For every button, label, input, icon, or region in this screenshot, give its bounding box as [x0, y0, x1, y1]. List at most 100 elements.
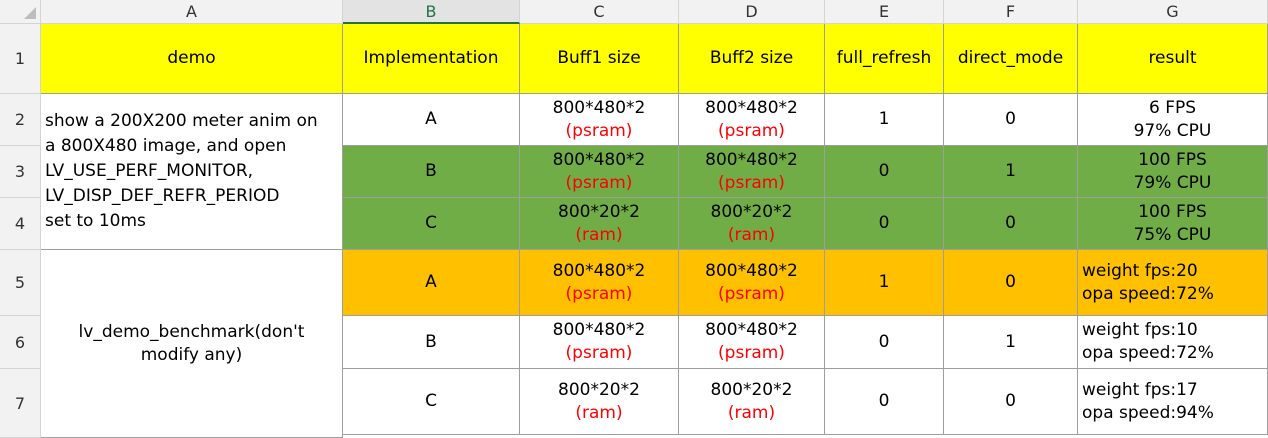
header-result: result: [1148, 48, 1197, 68]
result-line2: 75% CPU: [1133, 224, 1212, 245]
row-header-6[interactable]: 6: [0, 316, 41, 369]
description-line: lv_demo_benchmark(don't: [78, 321, 305, 342]
cell-f4[interactable]: 0: [944, 198, 1078, 250]
buff1-value: 800*480*2: [552, 97, 646, 118]
cell-d4[interactable]: 800*20*2 (ram): [679, 198, 825, 250]
result-line2: opa speed:72%: [1082, 343, 1214, 363]
cell-g2[interactable]: 6 FPS 97% CPU: [1078, 94, 1268, 146]
cell-b3[interactable]: B: [343, 146, 520, 198]
cell-g5[interactable]: weight fps:20 opa speed:72%: [1078, 250, 1268, 316]
cell-d2[interactable]: 800*480*2 (psram): [679, 94, 825, 146]
direct-mode-value: 1: [1005, 161, 1016, 181]
cell-f3[interactable]: 1: [944, 146, 1078, 198]
implementation-value: A: [425, 272, 437, 292]
row-header-2[interactable]: 2: [0, 94, 41, 146]
cell-c3[interactable]: 800*480*2 (psram): [520, 146, 679, 198]
cell-f6[interactable]: 1: [944, 316, 1078, 369]
cell-a2-merged[interactable]: show a 200X200 meter anim on a 800X480 i…: [41, 94, 343, 250]
buff2-value: 800*480*2: [705, 149, 798, 170]
header-demo: demo: [167, 48, 216, 68]
cell-c2[interactable]: 800*480*2 (psram): [520, 94, 679, 146]
cell-g1[interactable]: result: [1078, 24, 1268, 94]
cell-b4[interactable]: C: [343, 198, 520, 250]
select-all-corner[interactable]: [0, 0, 41, 24]
cell-e5[interactable]: 1: [825, 250, 944, 316]
column-header-d[interactable]: D: [679, 0, 825, 24]
full-refresh-value: 0: [878, 391, 890, 411]
row-header-7[interactable]: 7: [0, 369, 41, 438]
buff2-value: 800*480*2: [705, 320, 798, 340]
cell-d7[interactable]: 800*20*2 (ram): [679, 369, 825, 435]
buff2-value: 800*480*2: [705, 260, 798, 281]
buff1-memory: (ram): [575, 224, 623, 245]
cell-g7[interactable]: weight fps:17 opa speed:94%: [1078, 369, 1268, 435]
cell-e1[interactable]: full_refresh: [825, 24, 944, 94]
cell-b7[interactable]: C: [343, 369, 520, 435]
column-header-f[interactable]: F: [944, 0, 1078, 24]
column-header-g[interactable]: G: [1078, 0, 1268, 24]
cell-a1[interactable]: demo: [41, 24, 343, 94]
buff1-memory: (psram): [565, 283, 633, 304]
cell-c1[interactable]: Buff1 size: [520, 24, 679, 94]
buff2-memory: (psram): [718, 343, 785, 363]
description-line: LV_USE_PERF_MONITOR,: [45, 161, 254, 181]
result-line1: 6 FPS: [1148, 97, 1197, 118]
buff1-memory: (psram): [565, 172, 633, 193]
buff1-value: 800*480*2: [552, 149, 646, 170]
cell-c7[interactable]: 800*20*2 (ram): [520, 369, 679, 435]
description-line: LV_DISP_DEF_REFR_PERIOD: [45, 186, 280, 206]
cell-d6[interactable]: 800*480*2 (psram): [679, 316, 825, 369]
buff2-memory: (psram): [718, 172, 785, 193]
cell-f1[interactable]: direct_mode: [944, 24, 1078, 94]
cell-c6[interactable]: 800*480*2 (psram): [520, 316, 679, 369]
cell-f7[interactable]: 0: [944, 369, 1078, 435]
cell-e4[interactable]: 0: [825, 198, 944, 250]
row-header-4[interactable]: 4: [0, 198, 41, 250]
column-header-e[interactable]: E: [825, 0, 944, 24]
header-implementation: Implementation: [363, 48, 499, 68]
cell-e7[interactable]: 0: [825, 369, 944, 435]
row-header-3[interactable]: 3: [0, 146, 41, 198]
result-line1: 100 FPS: [1138, 149, 1207, 170]
cell-b6[interactable]: B: [343, 316, 520, 369]
header-buff1-size: Buff1 size: [557, 48, 641, 68]
result-line2: opa speed:72%: [1082, 283, 1214, 304]
cell-g3[interactable]: 100 FPS 79% CPU: [1078, 146, 1268, 198]
cell-d3[interactable]: 800*480*2 (psram): [679, 146, 825, 198]
implementation-value: B: [425, 331, 437, 352]
cell-f5[interactable]: 0: [944, 250, 1078, 316]
cell-b5[interactable]: A: [343, 250, 520, 316]
result-line2: 97% CPU: [1133, 120, 1212, 141]
description-line: show a 200X200 meter anim on: [45, 111, 318, 131]
row-header-1[interactable]: 1: [0, 24, 41, 94]
cell-f2[interactable]: 0: [944, 94, 1078, 146]
cell-d5[interactable]: 800*480*2 (psram): [679, 250, 825, 316]
cell-c4[interactable]: 800*20*2 (ram): [520, 198, 679, 250]
cell-c5[interactable]: 800*480*2 (psram): [520, 250, 679, 316]
buff1-value: 800*480*2: [552, 260, 646, 281]
buff2-memory: (psram): [718, 283, 785, 304]
header-full-refresh: full_refresh: [836, 48, 932, 68]
direct-mode-value: 0: [1005, 109, 1016, 129]
column-header-a[interactable]: A: [41, 0, 343, 24]
result-line1: weight fps:10: [1082, 320, 1198, 340]
implementation-value: C: [425, 391, 437, 411]
direct-mode-value: 0: [1005, 213, 1016, 233]
cell-d1[interactable]: Buff2 size: [679, 24, 825, 94]
buff1-value: 800*20*2: [558, 379, 640, 400]
description-line: a 800X480 image, and open: [45, 136, 287, 156]
cell-b2[interactable]: A: [343, 94, 520, 146]
header-direct-mode: direct_mode: [957, 48, 1064, 68]
cell-e3[interactable]: 0: [825, 146, 944, 198]
cell-e2[interactable]: 1: [825, 94, 944, 146]
row-header-5[interactable]: 5: [0, 250, 41, 316]
cell-e6[interactable]: 0: [825, 316, 944, 369]
cell-a5-merged[interactable]: lv_demo_benchmark(don't modify any): [41, 250, 343, 438]
cell-g4[interactable]: 100 FPS 75% CPU: [1078, 198, 1268, 250]
full-refresh-value: 0: [878, 331, 890, 352]
cell-b1[interactable]: Implementation: [343, 24, 520, 94]
column-header-b[interactable]: B: [343, 0, 520, 24]
column-header-c[interactable]: C: [520, 0, 679, 24]
implementation-value: B: [425, 161, 437, 181]
cell-g6[interactable]: weight fps:10 opa speed:72%: [1078, 316, 1268, 369]
